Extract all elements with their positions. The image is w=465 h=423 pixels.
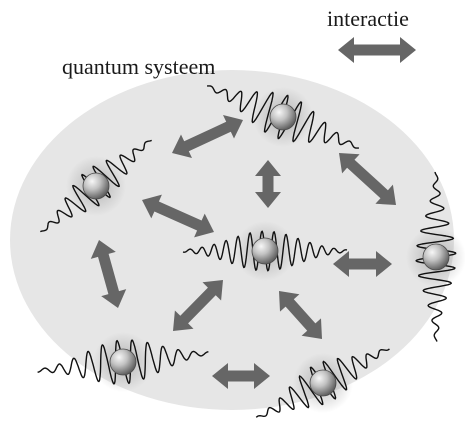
- system-label: quantum systeem: [62, 54, 216, 79]
- interaction-arrow: [173, 280, 223, 331]
- interaction-arrow: [90, 240, 127, 308]
- interaction-arrow: [339, 153, 396, 205]
- particle: [82, 172, 110, 200]
- interaction-arrows: [90, 37, 416, 389]
- interaction-arrow: [333, 251, 392, 277]
- particles: [82, 103, 450, 397]
- particle: [309, 369, 337, 397]
- particle: [422, 243, 450, 271]
- interaction-arrow: [255, 160, 281, 208]
- particle: [251, 237, 279, 265]
- legend-label: interactie: [327, 6, 409, 31]
- particle: [269, 103, 297, 131]
- interaction-arrow: [142, 194, 214, 238]
- interaction-arrow: [212, 363, 270, 389]
- legend-arrow: [338, 37, 416, 63]
- particle: [109, 348, 137, 376]
- interaction-arrow: [279, 291, 322, 339]
- interaction-arrow: [172, 115, 243, 158]
